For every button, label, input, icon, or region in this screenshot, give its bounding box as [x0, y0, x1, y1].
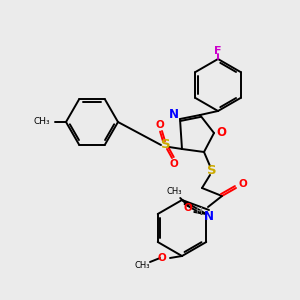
Text: S: S: [207, 164, 217, 176]
Text: CH₃: CH₃: [134, 260, 150, 269]
Text: O: O: [216, 125, 226, 139]
Text: O: O: [158, 253, 166, 263]
Text: H: H: [196, 208, 202, 217]
Text: N: N: [204, 209, 214, 223]
Text: O: O: [184, 203, 193, 213]
Text: O: O: [169, 159, 178, 169]
Text: F: F: [214, 46, 222, 56]
Text: CH₃: CH₃: [167, 188, 182, 196]
Text: S: S: [161, 139, 171, 152]
Text: O: O: [238, 179, 247, 189]
Text: N: N: [169, 109, 179, 122]
Text: CH₃: CH₃: [33, 118, 50, 127]
Text: O: O: [156, 120, 164, 130]
